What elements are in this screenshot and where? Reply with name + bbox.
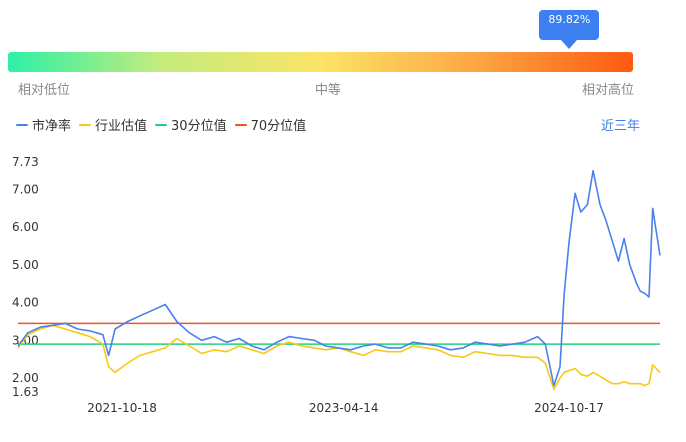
legend-item-industry[interactable]: 行业估值 — [79, 115, 147, 134]
legend-item-p70[interactable]: 70分位值 — [234, 115, 307, 134]
legend-swatch-p70 — [234, 123, 247, 126]
legend-swatch-p30 — [155, 123, 168, 126]
percentile-label: 89.82% — [548, 13, 591, 26]
percentile-badge-pointer — [561, 40, 578, 49]
gauge-low-label: 相对低位 — [18, 83, 71, 98]
range-selector-three-years[interactable]: 近三年 — [600, 119, 640, 134]
legend-label-p30: 30分位值 — [171, 119, 227, 134]
y-tick-label: 5.00 — [12, 258, 39, 272]
x-tick-label: 2023-04-14 — [309, 401, 379, 415]
gauge-mid-label: 中等 — [315, 83, 342, 98]
valuation-gauge-bar — [8, 52, 633, 72]
y-tick-label: 4.00 — [12, 296, 39, 310]
legend-item-p30[interactable]: 30分位值 — [155, 115, 227, 134]
legend-label-p70: 70分位值 — [250, 119, 307, 134]
y-tick-label: 1.63 — [12, 385, 39, 399]
legend-label-industry: 行业估值 — [95, 119, 148, 134]
legend-item-pb[interactable]: 市净率 — [16, 115, 71, 134]
series-line — [17, 324, 661, 391]
y-tick-label: 7.73 — [12, 155, 39, 169]
percentile-badge: 89.82% — [539, 10, 600, 40]
legend-swatch-industry — [79, 123, 92, 126]
legend-label-pb: 市净率 — [32, 119, 72, 134]
y-tick-label: 2.00 — [12, 371, 39, 385]
gauge-high-label: 相对高位 — [582, 83, 635, 98]
legend-swatch-pb — [16, 123, 28, 126]
x-tick-label: 2021-10-18 — [87, 401, 157, 415]
y-tick-label: 6.00 — [12, 220, 39, 234]
series-line — [17, 169, 661, 387]
x-tick-label: 2024-10-17 — [534, 401, 604, 415]
y-tick-label: 7.00 — [12, 183, 39, 197]
chart-legend: 市净率 行业估值 30分位值 70分位值 — [16, 115, 306, 134]
